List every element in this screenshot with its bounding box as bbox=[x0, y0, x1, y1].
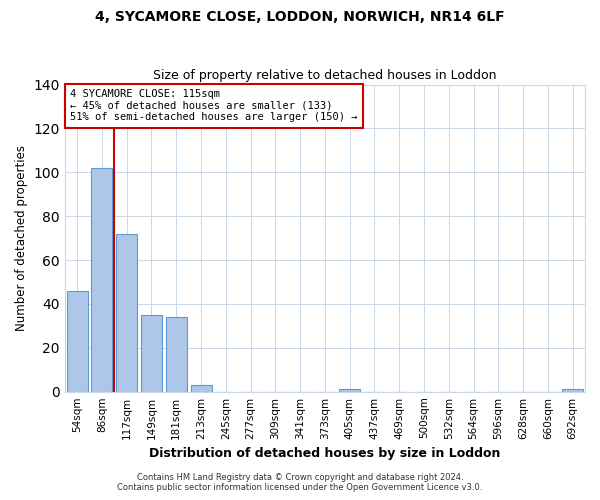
Y-axis label: Number of detached properties: Number of detached properties bbox=[15, 145, 28, 331]
Text: Contains HM Land Registry data © Crown copyright and database right 2024.
Contai: Contains HM Land Registry data © Crown c… bbox=[118, 473, 482, 492]
Bar bbox=[116, 234, 137, 392]
Bar bbox=[91, 168, 112, 392]
Bar bbox=[562, 390, 583, 392]
Title: Size of property relative to detached houses in Loddon: Size of property relative to detached ho… bbox=[153, 69, 497, 82]
Text: 4 SYCAMORE CLOSE: 115sqm
← 45% of detached houses are smaller (133)
51% of semi-: 4 SYCAMORE CLOSE: 115sqm ← 45% of detach… bbox=[70, 89, 358, 122]
Bar bbox=[141, 315, 162, 392]
Text: 4, SYCAMORE CLOSE, LODDON, NORWICH, NR14 6LF: 4, SYCAMORE CLOSE, LODDON, NORWICH, NR14… bbox=[95, 10, 505, 24]
Bar bbox=[191, 385, 212, 392]
Bar bbox=[67, 291, 88, 392]
Bar bbox=[166, 317, 187, 392]
X-axis label: Distribution of detached houses by size in Loddon: Distribution of detached houses by size … bbox=[149, 447, 500, 460]
Bar bbox=[339, 390, 360, 392]
